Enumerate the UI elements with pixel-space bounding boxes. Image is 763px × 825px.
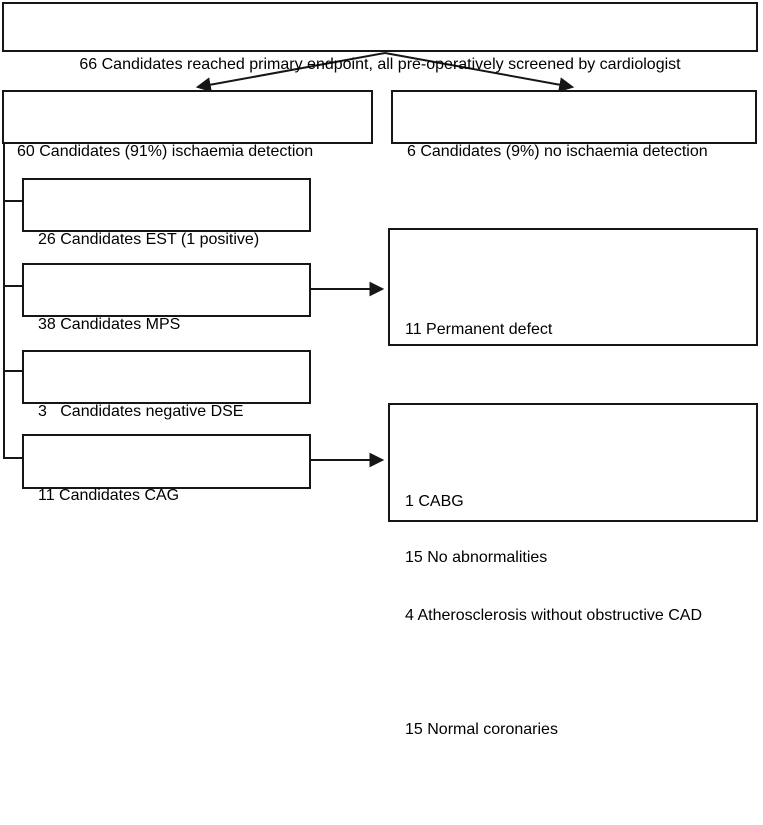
ischaemia-detection-box: 60 Candidates (91%) ischaemia detection — [2, 90, 373, 160]
arrow-root-to-no-ischaemia — [384, 52, 575, 93]
cag-result-line: 4 Atherosclerosis without obstructive CA… — [405, 607, 703, 624]
no-ischaemia-detection-label: 6 Candidates (9%) no ischaemia detection — [407, 143, 708, 160]
est-box: 26 Candidates EST (1 positive) — [22, 178, 311, 248]
cag-result-line: 15 Normal coronaries — [405, 721, 558, 738]
mps-results-box: 11 Permanent defect 12 Reversible defect… — [388, 228, 758, 566]
root-label: 66 Candidates reached primary endpoint, … — [79, 56, 681, 73]
dse-label: 3 Candidates negative DSE — [38, 403, 244, 420]
arrow-root-to-ischaemia — [195, 52, 386, 93]
dse-box: 3 Candidates negative DSE — [22, 350, 311, 420]
cag-label: 11 Candidates CAG — [38, 487, 180, 504]
mps-label: 38 Candidates MPS — [38, 316, 181, 333]
mps-result-line: 11 Permanent defect — [405, 321, 553, 338]
no-ischaemia-detection-box: 6 Candidates (9%) no ischaemia detection — [391, 90, 757, 160]
est-label: 26 Candidates EST (1 positive) — [38, 231, 260, 248]
cag-box: 11 Candidates CAG — [22, 434, 311, 504]
cag-result-line: 1 CABG — [405, 493, 464, 510]
root-box: 66 Candidates reached primary endpoint, … — [2, 2, 758, 73]
screening-flowchart: 66 Candidates reached primary endpoint, … — [2, 2, 758, 738]
mps-box: 38 Candidates MPS — [22, 263, 311, 333]
connector-lines — [3, 52, 575, 468]
cag-results-box: 1 CABG 4 Atherosclerosis without obstruc… — [388, 403, 758, 738]
ischaemia-detection-label: 60 Candidates (91%) ischaemia detection — [17, 143, 314, 160]
mps-result-line: 15 No abnormalities — [405, 549, 548, 566]
